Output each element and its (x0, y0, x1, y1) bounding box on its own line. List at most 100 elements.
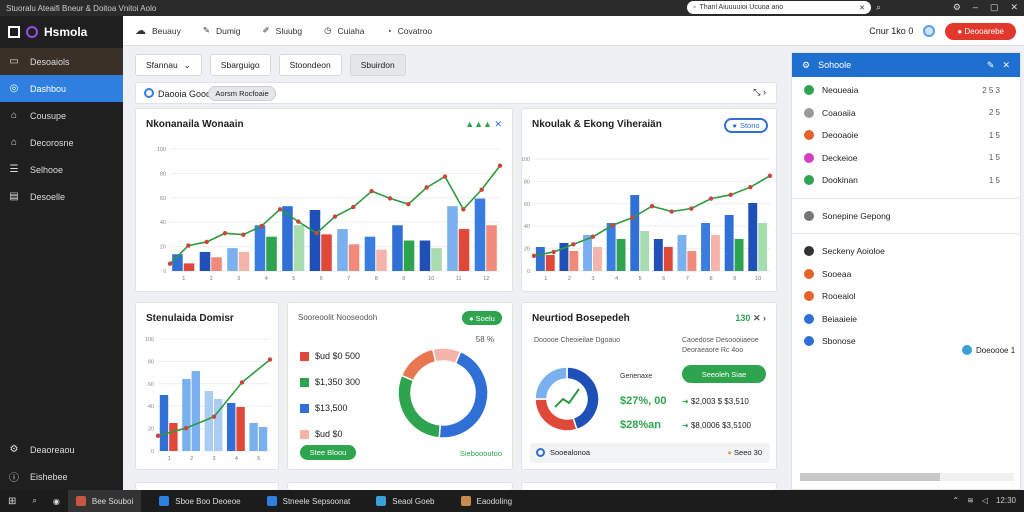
wifi-icon[interactable]: ≋ (967, 496, 974, 505)
taskbar-app[interactable]: Seaol Goeb (368, 490, 442, 512)
trend-point (155, 433, 161, 438)
trend-point (708, 196, 714, 201)
axis-tick-label: 0 (527, 269, 530, 275)
filter-chip[interactable]: Aorsm Rocfoaie (208, 86, 276, 101)
axis-tick-label: 100 (145, 337, 154, 343)
panel-item[interactable]: Coaoaiia 2 5 (792, 102, 1020, 125)
footer-right[interactable]: ● Seeo 30 (727, 448, 762, 457)
filter-button-2[interactable]: Stoondeon (278, 54, 342, 76)
taskbar-app[interactable]: Sboe Boo Deoeoe (151, 490, 248, 512)
chip-row: Daooia Gooda Aorsm Rocfoaie ⤡ › (135, 82, 777, 104)
action-button[interactable]: ● Deooarebe (945, 22, 1016, 40)
status-dot-icon (804, 313, 814, 324)
pie-slice (438, 350, 489, 439)
panel-item[interactable]: Dookinan 1 5 (792, 169, 1020, 192)
topbar-item-2[interactable]: ✐ Sluubg (263, 25, 303, 36)
browser-button[interactable]: ◉ (45, 490, 68, 512)
sidebar-item-3[interactable]: ⌂ Decorosne (0, 129, 123, 156)
app-icon (266, 496, 277, 506)
topbar-item-4[interactable]: ◔ Covatroo (386, 26, 432, 36)
chevron-up-icon[interactable]: ⌃ (952, 496, 960, 505)
trend-point (296, 219, 301, 224)
maximize-icon[interactable]: ▢ (989, 2, 999, 12)
panel-item-label: Sooeaa (822, 268, 852, 279)
panel-item[interactable]: Seckeny Aoioloe (792, 240, 1020, 263)
taskbar-app[interactable]: Bee Souboi (67, 490, 142, 512)
panel-item[interactable]: Beiaaieie (792, 308, 1020, 331)
trend-point (332, 214, 338, 219)
address-bar[interactable]: ▫ Thanl Aiuuuuioi Ucuoa ano ✕ (687, 1, 871, 14)
filter-dropdown[interactable]: Sfannau ⌄ (135, 54, 202, 76)
settings-icon[interactable]: ⚙ (952, 2, 961, 12)
filter-button-3[interactable]: Sbuirdon (349, 54, 406, 76)
volume-icon[interactable]: ◁ (981, 496, 988, 505)
action-label: Deooarebe (964, 26, 1004, 36)
card-title: Stenulaida Domisr (146, 313, 234, 324)
card-actions[interactable]: ▲▲▲ ✕ (465, 119, 502, 129)
bar (701, 223, 710, 271)
card-meta[interactable]: 130 ✕ › (735, 313, 766, 323)
close-icon[interactable]: ✕ (1002, 59, 1010, 70)
sidebar-bottom-item-0[interactable]: ⚙ Deaoreaou (0, 436, 123, 463)
close-icon[interactable]: ✕ (1010, 2, 1018, 12)
search-icon[interactable]: ⌕ (876, 2, 882, 12)
right-panel: ⚙ Sohoole ✎ ✕ Neoueaia 2 5 3 Coaoaiia 2 5 De… (791, 52, 1021, 490)
panel-item[interactable]: Deooaoie 1 5 (792, 124, 1020, 147)
status-dot-icon (804, 336, 814, 347)
panel-divider (792, 233, 1020, 234)
category-label: 1 (544, 276, 547, 282)
sidebar-item-label: Desoaiols (30, 56, 70, 67)
taskbar-app[interactable]: Stneele Sepsoonat (259, 490, 359, 512)
trend-point (461, 207, 466, 212)
edit-icon[interactable]: ✎ (986, 59, 995, 70)
sidebar-item-5[interactable]: ▤ Desoelle (0, 183, 123, 210)
expand-icon[interactable]: ⤡ › (753, 87, 766, 97)
sidebar-bottom-item-1[interactable]: ⓘ Eishebee (0, 463, 123, 490)
badge-button[interactable]: ● Stono (724, 118, 768, 133)
panel-item[interactable]: Rooeaiol (792, 285, 1020, 308)
panel-item[interactable]: Deckeioe 1 5 (792, 147, 1020, 170)
panel-item[interactable]: Sbonose (792, 330, 1020, 353)
sidebar-item-label: Deaoreaou (30, 444, 75, 455)
bar-line-chart-2: 0 20 40 60 80 100 1 2 3 4 5 6 7 8 9 10 (522, 157, 773, 282)
topbar-item-3[interactable]: ◷ Cuiaha (324, 25, 364, 36)
status-badge[interactable]: ● Soelu (462, 311, 502, 325)
minimize-icon[interactable]: – (972, 2, 978, 12)
sidebar-item-1[interactable]: ◎ Dashbou (0, 75, 123, 102)
taskbar-app[interactable]: Eaodoling (453, 490, 521, 512)
clock-icon: ◷ (324, 25, 332, 35)
category-label: 5 (257, 456, 260, 462)
trend-point (314, 231, 319, 236)
panel-item[interactable]: Sooeaa (792, 263, 1020, 286)
trend-point (351, 204, 356, 210)
sidebar-item-0[interactable]: ▭ Desoaiols (0, 48, 123, 75)
app-name: Hsmola (44, 25, 88, 39)
filter-label: Sbuirdon (360, 60, 395, 70)
close-tab-icon[interactable]: ✕ (859, 4, 865, 12)
search-button[interactable]: ⌕ (24, 490, 44, 512)
horizontal-scrollbar[interactable] (800, 473, 1014, 481)
account-icon[interactable] (923, 25, 936, 37)
bar (535, 247, 545, 271)
panel-footer[interactable]: Doeoooe 1 (962, 345, 1015, 355)
panel-item[interactable]: Neoueaia 2 5 3 (792, 79, 1020, 102)
topbar-item-1[interactable]: ✎ Dumig (203, 25, 241, 36)
filter-button-1[interactable]: Sbarguigo (209, 54, 271, 76)
category-label: 8 (709, 276, 712, 282)
panel-item[interactable]: Sonepine Gepong (792, 205, 1020, 228)
sidebar-item-4[interactable]: ☰ Selhooe (0, 156, 123, 183)
axis-tick-label: 60 (148, 382, 154, 388)
scrollbar-thumb[interactable] (800, 473, 940, 481)
view-button[interactable]: Stee Bloou (300, 445, 356, 460)
sidebar-item-2[interactable]: ⌂ Cousupe (0, 102, 123, 129)
start-button[interactable]: ⊞ (0, 490, 24, 512)
topbar-item-0[interactable]: ☁ Beuauy (135, 24, 181, 37)
bar (593, 247, 602, 271)
panel-item-label: Sonepine Gepong (822, 210, 891, 221)
app-logo[interactable]: Hsmola (0, 16, 123, 48)
system-tray: ⌃ ≋ ◁ 12:30 (952, 496, 1016, 505)
sidebar-item-label: Cousupe (30, 110, 67, 121)
action-pill[interactable]: Seeoleh Siae (682, 365, 766, 383)
trend-point (259, 223, 264, 229)
